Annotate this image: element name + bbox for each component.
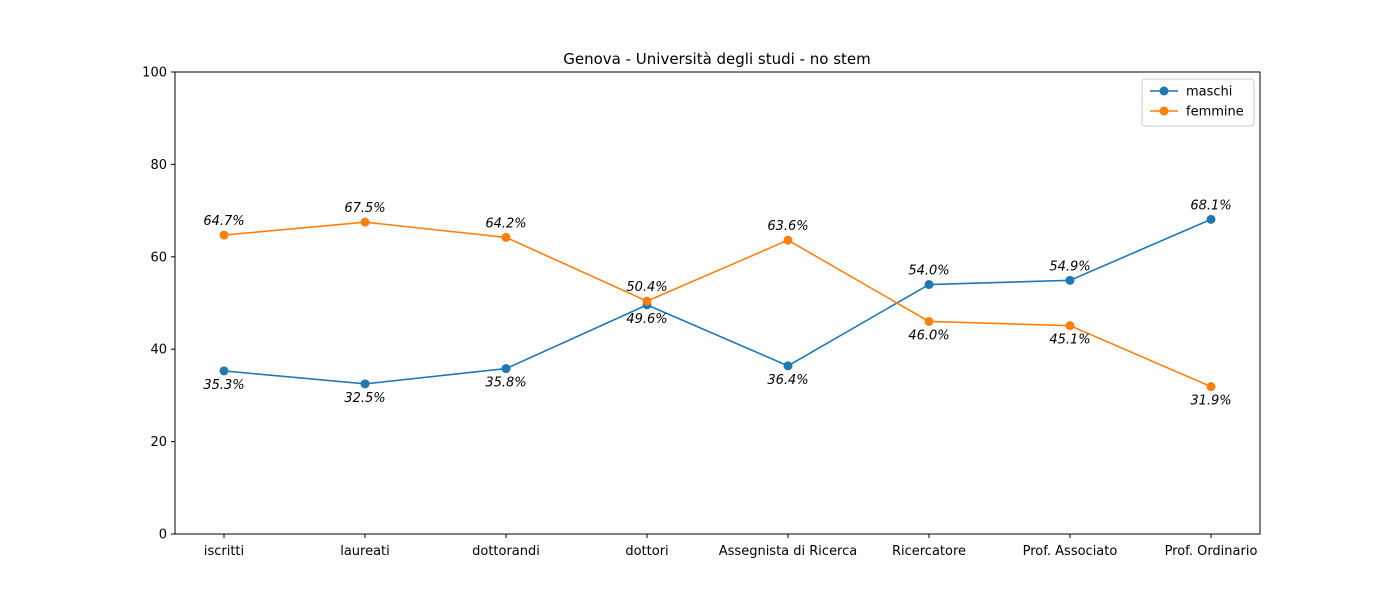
plot-frame: [174, 71, 1261, 535]
data-point-maschi: [1206, 214, 1216, 224]
data-label-femmine: 45.1%: [1049, 333, 1090, 348]
data-point-maschi: [360, 379, 370, 389]
data-point-femmine: [642, 296, 652, 306]
data-label-femmine: 50.4%: [626, 280, 667, 295]
legend-label-femmine: femmine: [1186, 105, 1244, 120]
x-tick-label: Assegnista di Ricerca: [719, 544, 857, 559]
chart-title: Genova - Università degli studi - no ste…: [563, 50, 871, 68]
x-tick-label: Prof. Associato: [1023, 544, 1118, 559]
data-label-maschi: 68.1%: [1190, 198, 1231, 213]
data-point-femmine: [501, 232, 511, 242]
data-label-femmine: 64.7%: [203, 214, 244, 229]
data-point-femmine: [1065, 321, 1075, 331]
data-label-maschi: 35.8%: [485, 376, 526, 391]
x-tick-label: dottorandi: [472, 544, 540, 559]
data-label-femmine: 67.5%: [344, 201, 385, 216]
data-label-femmine: 63.6%: [767, 219, 808, 234]
data-point-maschi: [1065, 275, 1075, 285]
y-tick-label: 80: [150, 158, 167, 173]
data-point-maschi: [219, 366, 229, 376]
x-tick-label: laureati: [340, 544, 390, 559]
data-label-maschi: 54.9%: [1049, 259, 1090, 274]
data-label-maschi: 35.3%: [203, 378, 244, 393]
data-label-femmine: 31.9%: [1190, 394, 1231, 409]
y-tick-label: 40: [150, 343, 167, 358]
data-point-femmine: [1206, 382, 1216, 392]
data-point-maschi: [783, 361, 793, 371]
legend-label-maschi: maschi: [1186, 85, 1232, 100]
x-tick-label: iscritti: [204, 544, 244, 559]
data-label-femmine: 46.0%: [908, 328, 949, 343]
legend-marker-femmine: [1159, 106, 1169, 116]
data-point-femmine: [360, 217, 370, 227]
data-label-femmine: 64.2%: [485, 216, 526, 231]
data-point-femmine: [924, 316, 934, 326]
data-point-maschi: [924, 280, 934, 290]
x-tick-label: Prof. Ordinario: [1165, 544, 1258, 559]
legend-marker-maschi: [1159, 86, 1169, 96]
data-point-maschi: [501, 364, 511, 374]
data-label-maschi: 54.0%: [908, 264, 949, 279]
series-line-maschi: [223, 218, 1212, 385]
data-point-femmine: [219, 230, 229, 240]
series-line-femmine: [223, 221, 1212, 388]
data-point-femmine: [783, 235, 793, 245]
y-tick-label: 60: [150, 250, 167, 265]
y-tick-label: 20: [150, 435, 167, 450]
data-label-maschi: 36.4%: [767, 373, 808, 388]
data-label-maschi: 32.5%: [344, 391, 385, 406]
y-tick-label: 0: [159, 528, 167, 543]
x-tick-label: dottori: [625, 544, 668, 559]
x-tick-label: Ricercatore: [892, 544, 966, 559]
data-label-maschi: 49.6%: [626, 312, 667, 327]
y-tick-label: 100: [142, 66, 167, 81]
